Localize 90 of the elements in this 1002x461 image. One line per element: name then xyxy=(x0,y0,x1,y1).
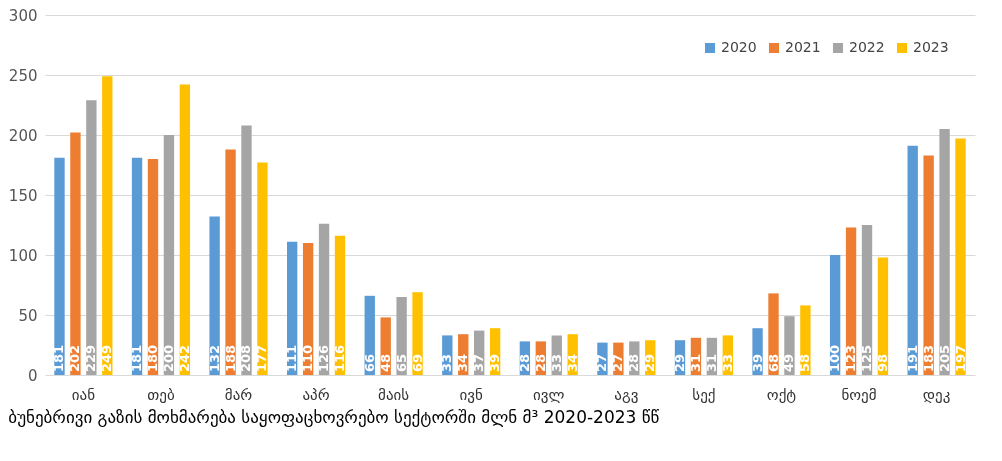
data-label: 28 xyxy=(626,353,642,372)
data-label: 33 xyxy=(719,353,735,372)
data-label: 98 xyxy=(874,353,890,372)
bar xyxy=(179,84,191,375)
x-tick-label: აგვ xyxy=(614,385,639,404)
legend-label: 2021 xyxy=(785,39,821,55)
data-label: 58 xyxy=(797,353,813,372)
bar xyxy=(800,305,811,375)
data-label: 202 xyxy=(67,344,83,372)
data-label: 177 xyxy=(254,344,270,372)
bar xyxy=(257,162,268,375)
bar xyxy=(131,157,143,375)
x-tick-label: აპრ xyxy=(302,385,330,404)
x-tick-label: ივლ xyxy=(533,385,565,404)
x-tick-label: სექ xyxy=(692,385,716,404)
data-label: 28 xyxy=(516,353,532,372)
data-label: 183 xyxy=(920,344,936,372)
bar xyxy=(923,155,934,375)
bar xyxy=(86,100,97,375)
data-label: 242 xyxy=(176,344,192,372)
data-label: 229 xyxy=(83,344,99,372)
data-label: 188 xyxy=(222,344,238,372)
bar xyxy=(209,216,220,375)
bar xyxy=(54,157,65,375)
bar xyxy=(412,292,423,375)
data-label: 208 xyxy=(238,344,254,372)
x-tick-label: მარ xyxy=(224,385,253,404)
bar xyxy=(955,138,966,375)
data-label: 110 xyxy=(300,344,316,372)
x-tick-label: ნოემ xyxy=(841,385,877,404)
data-label: 34 xyxy=(455,353,471,372)
data-label: 200 xyxy=(160,344,176,372)
data-label: 100 xyxy=(827,344,843,372)
bar xyxy=(939,129,950,375)
y-tick-label: 150 xyxy=(8,186,38,205)
legend-label: 2020 xyxy=(721,39,757,55)
data-label: 180 xyxy=(144,344,160,372)
data-label: 65 xyxy=(393,353,409,372)
legend-label: 2023 xyxy=(913,39,949,55)
data-label: 66 xyxy=(361,353,377,372)
data-label: 69 xyxy=(409,353,425,372)
data-label: 111 xyxy=(284,344,300,372)
data-label: 191 xyxy=(904,344,920,372)
bar xyxy=(396,297,407,375)
x-tick-label: იან xyxy=(71,385,96,404)
y-tick-label: 100 xyxy=(8,246,38,265)
data-label: 29 xyxy=(642,353,658,372)
bar xyxy=(907,145,918,375)
x-tick-label: თებ xyxy=(147,385,175,404)
data-label: 34 xyxy=(564,353,580,372)
bar xyxy=(241,125,252,375)
bar xyxy=(70,132,81,375)
legend-label: 2022 xyxy=(849,39,885,55)
data-label: 48 xyxy=(377,353,393,372)
x-tick-label: ივნ xyxy=(459,385,484,404)
data-label: 249 xyxy=(99,344,115,372)
x-tick-label: ოქტ xyxy=(766,385,797,404)
data-label: 126 xyxy=(316,344,332,372)
data-label: 49 xyxy=(781,353,797,372)
y-tick-label: 50 xyxy=(18,306,38,325)
data-label: 37 xyxy=(471,353,487,372)
data-label: 181 xyxy=(129,344,145,372)
data-label: 31 xyxy=(703,353,719,372)
data-label: 39 xyxy=(487,353,503,372)
data-label: 116 xyxy=(332,344,347,372)
data-label: 181 xyxy=(51,344,67,372)
y-tick-label: 200 xyxy=(8,126,38,145)
x-tick-label: დეკ xyxy=(922,385,951,404)
y-tick-label: 300 xyxy=(8,6,38,25)
data-label: 205 xyxy=(936,344,952,372)
data-label: 125 xyxy=(859,344,875,372)
data-label: 33 xyxy=(548,353,564,372)
x-tick-label: მაის xyxy=(378,385,410,404)
data-label: 31 xyxy=(687,353,703,372)
data-label: 123 xyxy=(843,344,859,372)
data-label: 132 xyxy=(206,344,222,372)
data-label: 27 xyxy=(610,353,626,372)
data-label: 197 xyxy=(952,344,968,372)
y-tick-label: 250 xyxy=(8,66,38,85)
text: ბუნებრივი გაზის მოხმარება საყოფაცხოვრებო სექტორში მლნ მ³ 2020-2023 წწ xyxy=(8,407,660,427)
bar xyxy=(225,149,236,375)
data-label: 29 xyxy=(672,353,687,372)
data-label: 39 xyxy=(749,353,765,372)
bar xyxy=(768,293,779,375)
data-label: 28 xyxy=(532,353,548,372)
y-tick-label: 0 xyxy=(27,366,38,385)
bar xyxy=(102,76,113,375)
data-label: 27 xyxy=(594,353,610,372)
data-label: 68 xyxy=(765,353,781,372)
data-label: 33 xyxy=(439,353,455,372)
